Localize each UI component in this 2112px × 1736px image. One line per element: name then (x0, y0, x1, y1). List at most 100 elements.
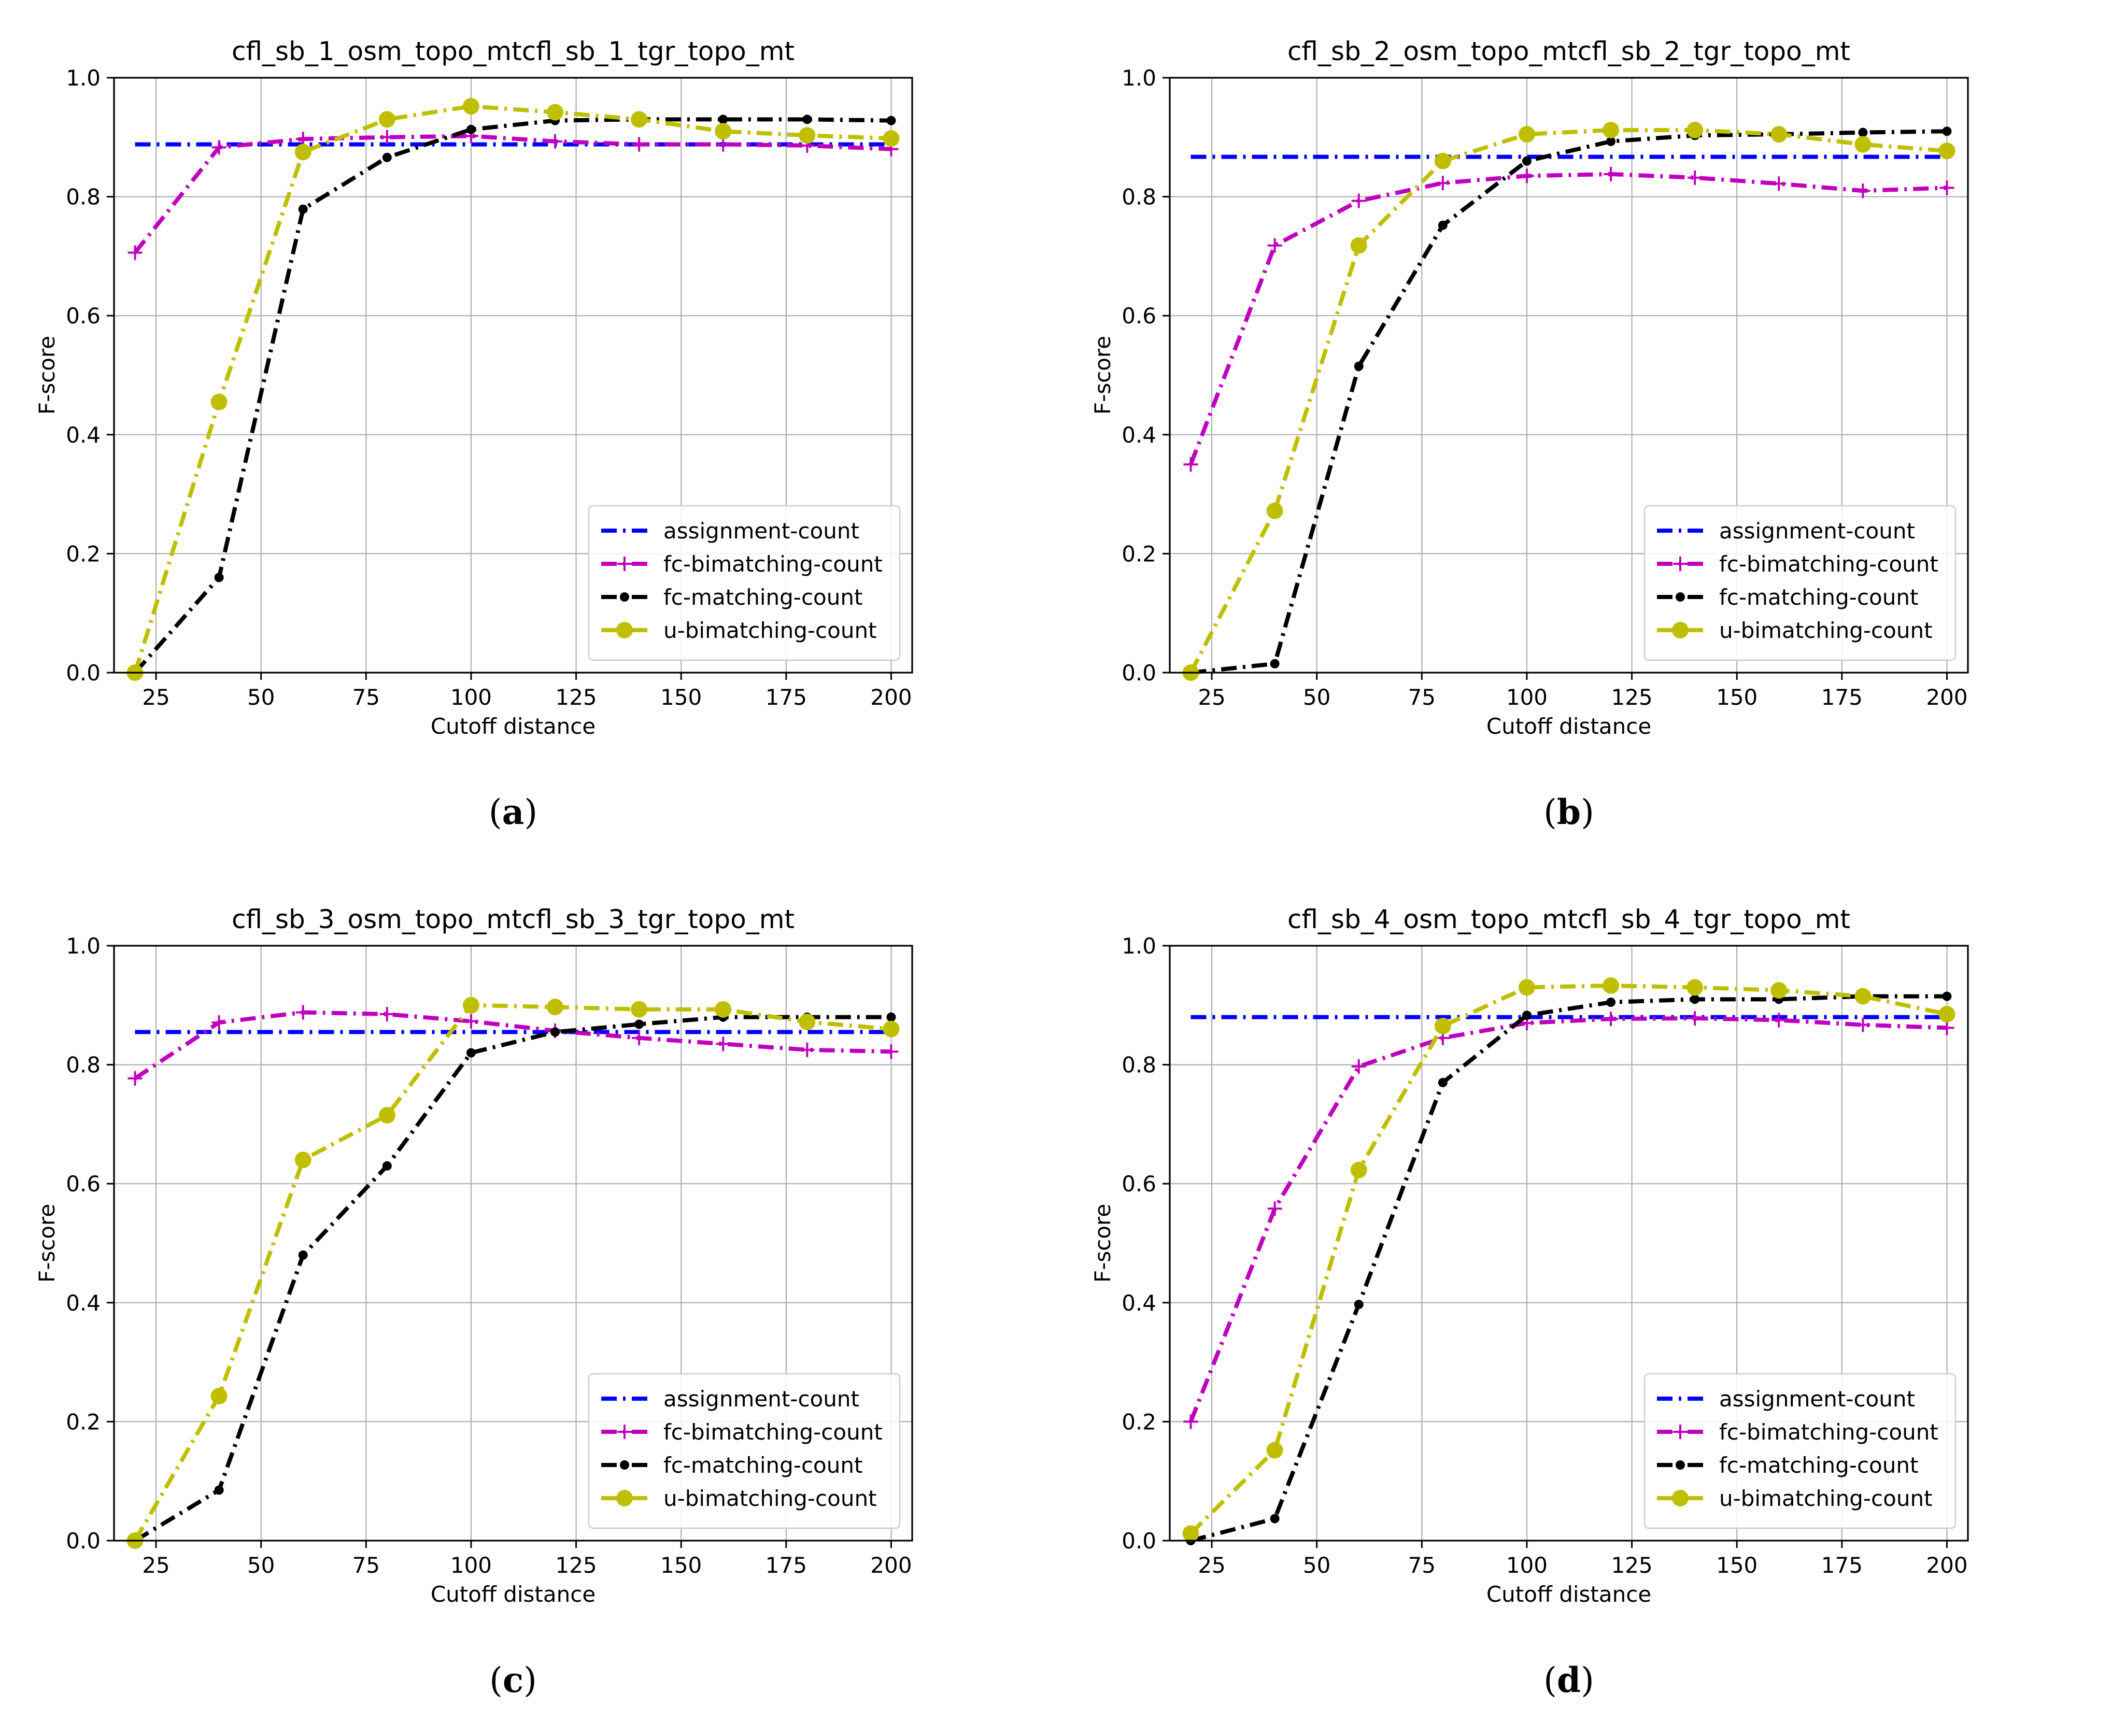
data-point-fc-matching-count (1942, 991, 1952, 1001)
data-point-fc-bimatching-count (1435, 176, 1450, 191)
data-point-u-bimatching-count (1854, 988, 1872, 1005)
data-point-fc-matching-count (466, 124, 476, 134)
series-line-fc-bimatching-count (134, 1010, 891, 1080)
data-point-fc-matching-count (214, 1485, 224, 1495)
y-tick-label: 0.0 (1122, 1528, 1156, 1554)
data-point-fc-bimatching-count (1688, 170, 1703, 185)
y-tick-label: 0.2 (1122, 541, 1156, 566)
data-point-u-bimatching-count (1266, 1442, 1283, 1459)
data-point-fc-matching-count (802, 115, 812, 124)
series-line-fc-matching-count (134, 1015, 891, 1543)
data-point-fc-matching-count (550, 1027, 560, 1037)
chart-svg: 25 50 75 100 125 150 175 200 0.0 0.2 0.4 0.6 0.8 1.0 c… (1090, 904, 1969, 1700)
y-tick-label: 0.2 (66, 1409, 101, 1434)
y-tick-label: 0.8 (66, 184, 101, 210)
series-line-fc-bimatching-count (133, 134, 891, 254)
chart-svg: 25 50 75 100 125 150 175 200 0.0 0.2 0.4 0.6 0.8 1.0 c… (34, 36, 913, 832)
chart-svg: 25 50 75 100 125 150 175 200 0.0 0.2 0.4 0.6 0.8 1.0 c… (1090, 36, 1969, 832)
data-point-u-bimatching-count (1182, 1525, 1199, 1542)
data-point-fc-matching-count (1438, 1078, 1448, 1088)
data-point-fc-bimatching-count (1351, 193, 1366, 208)
data-point-u-bimatching-count (715, 123, 732, 140)
x-tick-label: 25 (1198, 1553, 1225, 1578)
data-point-u-bimatching-count (1686, 979, 1704, 996)
data-point-fc-matching-count (1858, 127, 1868, 137)
legend-label-assignment-count: assignment-count (1719, 518, 1915, 544)
x-tick-label: 50 (247, 1553, 275, 1578)
data-point-fc-bimatching-count (127, 1071, 143, 1086)
data-point-u-bimatching-count (1518, 126, 1535, 143)
series-line-u-bimatching-count (133, 104, 891, 674)
x-tick-label: 25 (1198, 685, 1225, 710)
panel-label: c (503, 1660, 523, 1700)
chart-panel-b: 25 50 75 100 125 150 175 200 0.0 0.2 0.4 0.6 0.8 1.0 c… (1056, 0, 2111, 868)
panel-label: d (1557, 1660, 1581, 1700)
data-point-u-bimatching-count (799, 1013, 816, 1030)
chart-title: cfl_sb_4_osm_topo_mtcfl_sb_4_tgr_topo_mt (1287, 904, 1850, 934)
data-point-fc-matching-count (382, 1161, 392, 1171)
data-point-u-bimatching-count (1770, 126, 1788, 143)
x-tick-label: 175 (766, 1553, 807, 1578)
x-tick-label: 50 (247, 685, 275, 710)
y-tick-label: 0.8 (66, 1052, 101, 1078)
data-point-fc-bimatching-count (1183, 1414, 1198, 1429)
series-line-fc-matching-count (1190, 129, 1947, 675)
legend-label-assignment-count: assignment-count (1719, 1386, 1915, 1412)
series-line-u-bimatching-count (1189, 983, 1948, 1535)
data-point-u-bimatching-count (210, 393, 228, 410)
panel-caption: (b) (1543, 792, 1594, 832)
x-tick-label: 150 (660, 685, 702, 710)
x-tick-label: 200 (1926, 1553, 1967, 1578)
y-tick-label: 0.2 (66, 541, 101, 566)
data-point-u-bimatching-count (1434, 1017, 1451, 1034)
data-point-fc-matching-count (1270, 1514, 1280, 1524)
legend-label-fc-bimatching-count: fc-bimatching-count (1719, 551, 1938, 577)
data-point-fc-matching-count (1690, 994, 1700, 1004)
panel-caption: (c) (489, 1660, 537, 1700)
data-point-u-bimatching-count (883, 1020, 900, 1037)
legend-marker (1676, 1460, 1685, 1470)
legend-marker (616, 622, 633, 638)
plot-frame (113, 945, 913, 1542)
data-point-u-bimatching-count (1350, 1161, 1367, 1178)
legend-marker (1672, 622, 1689, 638)
data-point-fc-matching-count (214, 573, 224, 582)
legend-label-u-bimatching-count: u-bimatching-count (663, 1486, 877, 1511)
series-line-fc-bimatching-count (1188, 1016, 1947, 1422)
legend-label-assignment-count: assignment-count (663, 1386, 859, 1412)
data-point-fc-bimatching-count (1771, 1013, 1787, 1028)
chart-svg: 25 50 75 100 125 150 175 200 0.0 0.2 0.4 0.6 0.8 1.0 c… (34, 904, 913, 1700)
data-point-fc-matching-count (466, 1048, 476, 1058)
y-tick-label: 0.6 (66, 1171, 101, 1197)
y-axis-label: F-score (1090, 336, 1115, 415)
data-point-fc-matching-count (1270, 659, 1280, 668)
data-point-fc-bimatching-count (884, 1044, 899, 1059)
data-point-fc-matching-count (718, 115, 728, 124)
data-point-u-bimatching-count (1938, 1006, 1955, 1023)
data-point-fc-matching-count (1522, 156, 1532, 166)
series-line-fc-matching-count (1190, 994, 1947, 1543)
y-tick-label: 0.4 (1122, 1290, 1156, 1316)
x-axis-label: Cutoff distance (1486, 714, 1651, 739)
x-tick-label: 125 (1611, 685, 1652, 710)
data-point-fc-bimatching-count (211, 1015, 226, 1030)
data-point-fc-matching-count (1606, 136, 1616, 146)
data-point-u-bimatching-count (715, 1001, 732, 1018)
x-tick-label: 50 (1303, 1553, 1330, 1578)
legend-label-u-bimatching-count: u-bimatching-count (1719, 1486, 1933, 1511)
x-tick-label: 25 (142, 685, 169, 710)
legend-label-fc-bimatching-count: fc-bimatching-count (663, 1419, 883, 1445)
legend-label-fc-matching-count: fc-matching-count (1719, 585, 1918, 610)
plot-frame (113, 77, 913, 674)
data-point-fc-bimatching-count (632, 137, 647, 152)
data-point-fc-matching-count (1942, 126, 1952, 136)
data-point-fc-matching-count (634, 1019, 644, 1029)
plot-frame (1169, 77, 1969, 674)
legend-marker (1672, 1490, 1689, 1506)
data-point-fc-matching-count (886, 1012, 896, 1022)
x-tick-label: 75 (352, 685, 380, 710)
y-axis-label: F-score (34, 336, 60, 415)
chart-title: cfl_sb_3_osm_topo_mtcfl_sb_3_tgr_topo_mt (232, 904, 795, 934)
data-point-u-bimatching-count (1434, 152, 1451, 169)
x-tick-label: 125 (555, 685, 597, 710)
